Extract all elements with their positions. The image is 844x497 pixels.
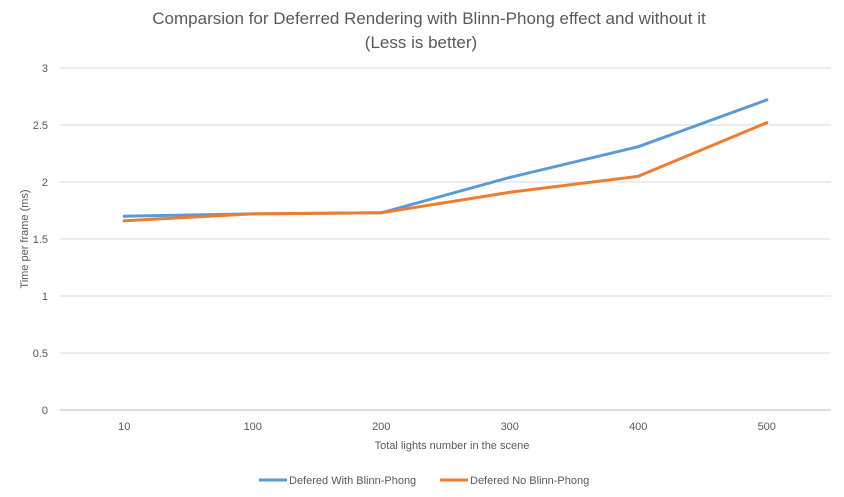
data-point	[636, 145, 640, 149]
y-tick-label: 3	[42, 63, 48, 75]
x-tick-label: 300	[501, 421, 519, 433]
y-tick-label: 2.5	[33, 120, 48, 132]
gridlines	[60, 67, 831, 411]
x-axis-ticks: 10 100 200 300 400 500	[118, 421, 776, 433]
y-tick-label: 2	[42, 177, 48, 189]
data-point	[508, 175, 512, 179]
legend: Defered With Blinn-Phong Defered No Blinn…	[259, 475, 589, 487]
x-tick-label: 100	[244, 421, 262, 433]
x-tick-label: 400	[629, 421, 647, 433]
data-point	[379, 211, 383, 215]
y-tick-label: 0.5	[33, 348, 48, 360]
x-axis-title: Total lights number in the scene	[375, 440, 530, 452]
chart-title: Comparsion for Deferred Rendering with B…	[152, 9, 706, 28]
y-axis-title: Time per frame (ms)	[19, 189, 31, 288]
series-line-1	[122, 98, 769, 218]
data-point	[508, 190, 512, 194]
series-line-2	[122, 121, 769, 223]
y-tick-label: 1.5	[33, 234, 48, 246]
x-tick-label: 10	[118, 421, 130, 433]
data-point	[636, 174, 640, 178]
series-lines	[122, 98, 769, 223]
x-tick-label: 500	[758, 421, 776, 433]
y-tick-label: 0	[42, 405, 48, 417]
legend-label: Defered With Blinn-Phong	[289, 475, 416, 487]
data-point	[765, 98, 769, 102]
data-point	[122, 219, 126, 223]
data-point	[122, 214, 126, 218]
data-point	[765, 121, 769, 125]
legend-label: Defered No Blinn-Phong	[470, 475, 589, 487]
x-tick-label: 200	[372, 421, 390, 433]
y-tick-label: 1	[42, 291, 48, 303]
data-point	[251, 212, 255, 216]
y-axis-ticks: 0 0.5 1 1.5 2 2.5 3	[33, 63, 48, 417]
chart-subtitle: (Less is better)	[365, 33, 477, 52]
